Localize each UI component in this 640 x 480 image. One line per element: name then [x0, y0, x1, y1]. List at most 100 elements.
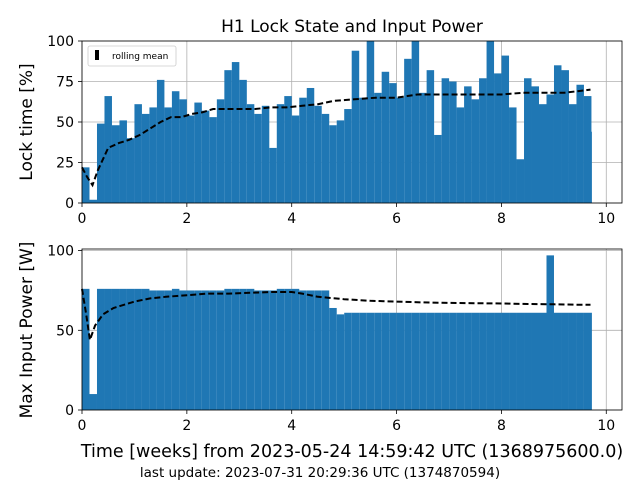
bar — [456, 107, 465, 203]
x-tick-label: 2 — [182, 418, 191, 434]
bar — [531, 86, 540, 203]
bar — [524, 312, 532, 410]
bar — [471, 312, 480, 410]
bar — [464, 312, 472, 410]
bar — [82, 167, 90, 203]
bar — [231, 288, 240, 410]
bar — [329, 125, 337, 203]
bar — [179, 99, 187, 203]
bar — [306, 87, 315, 203]
bar — [516, 312, 525, 410]
y-tick-label: 50 — [56, 115, 74, 131]
bar — [126, 138, 135, 203]
bar — [126, 288, 135, 410]
bar — [119, 288, 127, 410]
bar — [82, 288, 90, 410]
bar — [134, 104, 142, 203]
bar — [291, 115, 300, 203]
bar — [239, 79, 247, 203]
bar — [396, 97, 405, 203]
bar — [224, 70, 232, 203]
bar — [261, 105, 270, 203]
bar — [389, 83, 397, 203]
bar — [269, 147, 277, 203]
bar — [96, 288, 105, 410]
bar — [426, 70, 435, 203]
bar — [209, 290, 217, 410]
bar — [314, 290, 322, 410]
bar — [411, 312, 420, 410]
bar — [411, 41, 420, 203]
bar — [449, 312, 457, 410]
bar — [276, 104, 285, 203]
bar — [186, 115, 195, 203]
y-tick-label: 0 — [65, 403, 74, 419]
x-axis-label: Time [weeks] from 2023-05-24 14:59:42 UT… — [80, 442, 623, 462]
bar — [449, 81, 457, 203]
bar — [171, 288, 180, 410]
legend-label: rolling mean — [112, 52, 168, 62]
bar — [224, 288, 232, 410]
bar — [351, 312, 360, 410]
bar — [539, 104, 547, 203]
bar — [366, 312, 375, 410]
bar — [254, 113, 262, 203]
bar — [164, 107, 172, 203]
bar — [568, 104, 577, 203]
bar — [568, 312, 577, 410]
bar — [524, 78, 532, 203]
bar — [591, 312, 592, 410]
bar — [501, 55, 510, 203]
bar — [194, 102, 202, 203]
bar — [396, 312, 405, 410]
bar — [149, 290, 157, 410]
bar — [381, 71, 390, 203]
bar — [149, 107, 157, 203]
x-tick-label: 6 — [392, 211, 401, 227]
bar — [576, 84, 584, 203]
bar — [471, 99, 480, 203]
bar — [561, 312, 569, 410]
bar — [216, 290, 225, 410]
bar — [201, 110, 210, 203]
y-axis-label-top: Lock time [%] — [17, 63, 37, 180]
bars-lock-time — [82, 41, 592, 204]
y-tick-label: 50 — [56, 323, 74, 339]
bar — [419, 92, 427, 203]
bar — [509, 107, 517, 203]
last-update-footer: last update: 2023-07-31 20:29:36 UTC (13… — [140, 465, 500, 480]
bar — [321, 290, 330, 410]
x-tick-label: 10 — [597, 418, 615, 434]
rolling-mean-series — [81, 88, 591, 188]
bar — [89, 199, 97, 203]
bar — [216, 99, 225, 203]
bar — [276, 288, 285, 410]
bar — [269, 290, 277, 410]
bar — [546, 255, 554, 410]
y-tick-label: 25 — [56, 156, 74, 172]
bar — [553, 312, 562, 410]
bar — [464, 86, 472, 203]
x-tick-label: 2 — [182, 211, 191, 227]
bar — [531, 312, 540, 410]
bar — [351, 50, 360, 203]
bar — [336, 314, 345, 410]
bar — [494, 73, 502, 204]
lock-time-plot: H1 Lock State and Input Power 0 2 4 6 8 10025… — [17, 17, 623, 227]
bar — [134, 288, 142, 410]
bar — [441, 78, 450, 203]
bar — [284, 96, 292, 203]
x-tick-label: 0 — [78, 418, 87, 434]
bar — [434, 312, 442, 410]
bar — [494, 312, 502, 410]
bar — [583, 96, 592, 203]
bar — [299, 97, 307, 203]
bar — [321, 113, 330, 203]
bar — [299, 290, 307, 410]
y-tick-label: 75 — [56, 75, 74, 91]
x-tick-label: 0 — [78, 211, 87, 227]
bar — [389, 312, 397, 410]
